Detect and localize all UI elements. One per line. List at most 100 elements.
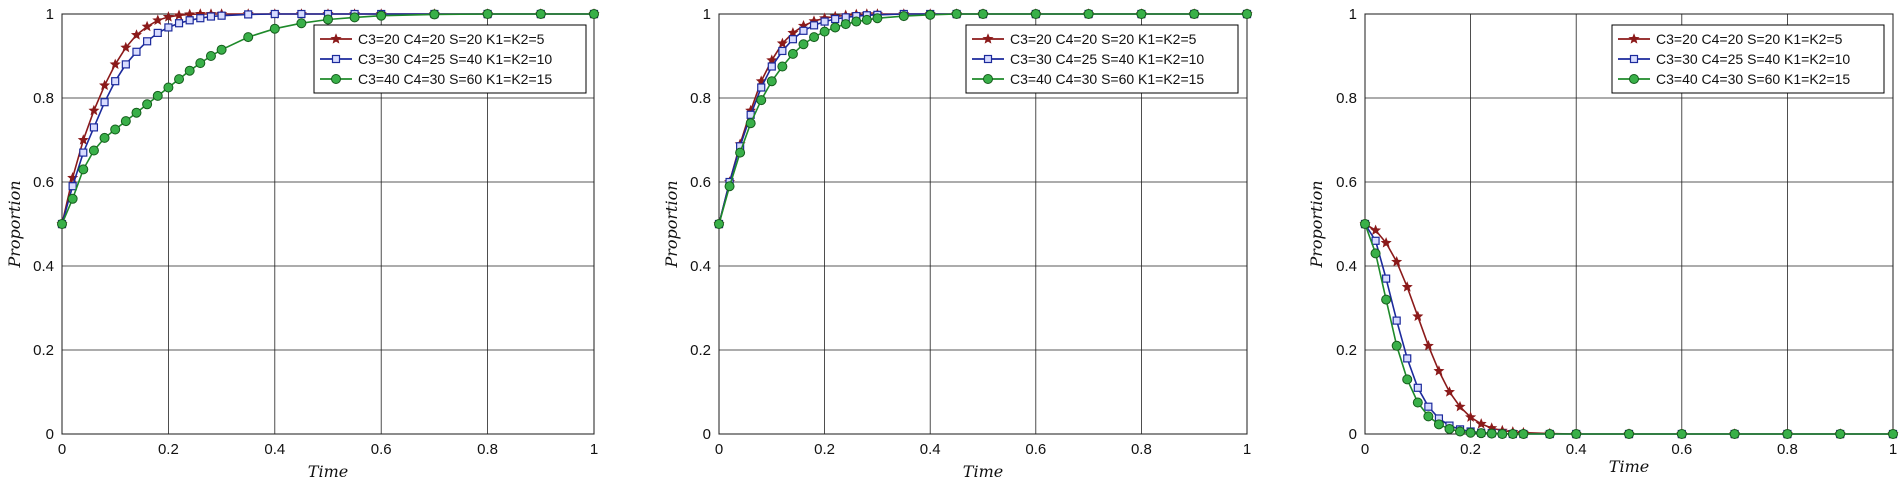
data-point-3	[1083, 9, 1094, 19]
data-point-2	[778, 46, 787, 56]
y-tick-label: 0.6	[1336, 174, 1357, 191]
data-point-3	[1444, 423, 1455, 434]
data-point-3	[1676, 429, 1687, 439]
data-point-2	[799, 26, 808, 35]
data-point-1	[1433, 365, 1445, 376]
data-point-3	[184, 65, 195, 76]
x-tick-label: 1	[1243, 441, 1251, 458]
data-point-3	[323, 14, 333, 25]
data-point-2	[89, 123, 99, 132]
data-point-2	[153, 28, 162, 37]
data-point-3	[1189, 9, 1200, 19]
data-point-3	[1729, 429, 1740, 439]
data-point-3	[535, 9, 546, 19]
y-tick-label: 0.8	[690, 90, 711, 107]
data-point-2	[111, 77, 120, 86]
data-point-3	[861, 14, 872, 25]
data-point-1	[88, 104, 100, 116]
y-axis-label-1: Proportion	[5, 180, 24, 268]
legend-entry-1: C3=20 C4=20 S=20 K1=K2=5	[1656, 31, 1843, 47]
data-point-3	[787, 48, 798, 59]
data-point-3	[809, 32, 820, 43]
data-point-2	[244, 10, 253, 19]
data-point-3	[1402, 374, 1413, 385]
y-tick-label: 0	[46, 426, 54, 443]
data-point-2	[164, 23, 173, 32]
data-point-3	[1370, 248, 1381, 259]
data-point-3	[163, 82, 174, 93]
data-point-3	[205, 51, 216, 61]
data-point-1	[1391, 256, 1403, 267]
legend-entry-2: C3=30 C4=25 S=40 K1=K2=10	[1010, 51, 1204, 67]
legend-marker-2	[331, 54, 341, 64]
data-point-3	[216, 44, 227, 55]
data-point-3	[1136, 9, 1147, 19]
data-point-1	[1370, 224, 1382, 235]
data-point-3	[174, 74, 185, 85]
data-point-3	[1507, 429, 1518, 439]
data-point-1	[1465, 411, 1477, 422]
data-point-3	[1360, 219, 1370, 229]
data-point-2	[196, 14, 205, 23]
data-point-3	[269, 23, 280, 34]
data-point-3	[777, 61, 788, 72]
data-point-2	[788, 35, 798, 44]
series-line-3	[1364, 223, 1893, 435]
data-point-3	[120, 116, 131, 127]
data-point-2	[1424, 402, 1433, 411]
data-point-2	[809, 21, 819, 30]
legend-entry-3: C3=40 C4=30 S=60 K1=K2=15	[1010, 71, 1204, 87]
x-tick-label: 0.4	[1566, 441, 1587, 458]
data-point-3	[925, 9, 936, 20]
x-tick-label: 0.2	[814, 441, 835, 458]
data-point-3	[1835, 429, 1846, 439]
data-point-3	[1571, 429, 1582, 439]
legend-box	[1611, 24, 1885, 94]
data-point-1	[99, 79, 111, 91]
data-point-3	[243, 32, 254, 43]
legend-marker-1	[982, 33, 994, 44]
data-point-3	[67, 193, 78, 204]
x-tick-label: 0.8	[477, 441, 498, 458]
data-point-2	[68, 182, 77, 191]
x-axis-label-1: Time	[308, 462, 348, 481]
y-tick-label: 0.6	[690, 174, 711, 191]
data-point-3	[1497, 429, 1508, 439]
x-tick-label: 0.8	[1131, 441, 1152, 458]
data-point-1	[173, 9, 185, 20]
data-point-3	[1242, 9, 1252, 19]
data-point-1	[1443, 386, 1455, 397]
data-point-1	[152, 14, 164, 25]
legend-entry-3: C3=40 C4=30 S=60 K1=K2=15	[1656, 71, 1850, 87]
data-point-1	[141, 20, 153, 32]
y-tick-label: 0.2	[1336, 342, 1357, 359]
data-point-2	[174, 19, 184, 28]
x-tick-label: 1	[1889, 441, 1897, 458]
legend-marker-3	[1629, 74, 1639, 84]
legend-marker-1	[1628, 33, 1640, 44]
x-tick-label: 0.2	[1460, 441, 1481, 458]
data-point-3	[756, 95, 767, 106]
data-point-3	[1465, 427, 1476, 438]
data-point-1	[162, 11, 174, 22]
data-point-3	[57, 219, 67, 229]
data-point-3	[872, 13, 883, 24]
data-point-2	[767, 62, 776, 71]
legend-marker-3	[331, 74, 341, 84]
legend-marker-2	[1629, 54, 1639, 64]
x-tick-label: 1	[590, 441, 598, 458]
y-tick-label: 0.2	[33, 342, 54, 359]
y-tick-label: 1	[46, 6, 54, 23]
y-tick-label: 0	[1349, 426, 1357, 443]
data-point-1	[1454, 400, 1466, 412]
data-point-3	[589, 9, 599, 19]
x-axis-label-2: Time	[963, 462, 1003, 481]
data-point-1	[1422, 340, 1434, 351]
legend-entry-1: C3=20 C4=20 S=20 K1=K2=5	[358, 31, 545, 47]
x-tick-label: 0.6	[371, 441, 392, 458]
data-point-3	[898, 11, 909, 22]
data-point-3	[429, 9, 440, 20]
x-axis-label-3: Time	[1609, 457, 1649, 476]
data-point-2	[270, 9, 279, 19]
data-point-3	[735, 147, 746, 158]
